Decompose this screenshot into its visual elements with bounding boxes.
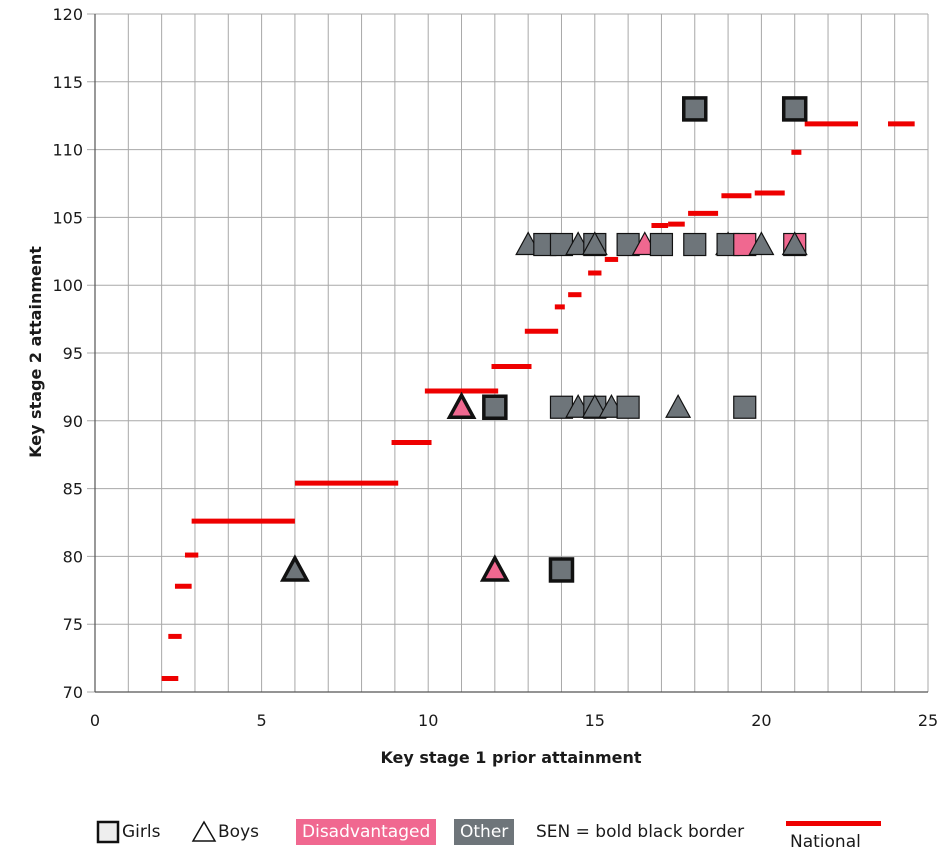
legend-boys: Boys xyxy=(190,812,259,852)
y-tick-label: 105 xyxy=(52,208,83,227)
square-point xyxy=(683,232,707,257)
legend-other: Other xyxy=(454,812,515,852)
square-point xyxy=(649,232,674,257)
triangle-point xyxy=(479,554,510,582)
national-series xyxy=(161,121,915,681)
data-points xyxy=(279,96,808,583)
x-tick-label: 5 xyxy=(257,711,267,730)
square-point xyxy=(781,96,808,122)
legend-boys-label: Boys xyxy=(218,822,259,842)
triangle-point xyxy=(581,393,608,418)
triangle-point xyxy=(446,391,477,419)
legend-sen: SEN = bold black border xyxy=(536,812,744,852)
square-icon xyxy=(96,820,120,844)
triangle-point xyxy=(279,554,310,582)
scatter-chart: 70 75 80 85 90 95 100 105 110 115 120 0 5 10 15 20 25 Ke… xyxy=(26,5,938,767)
y-tick-label: 75 xyxy=(63,615,83,634)
y-tick-label: 90 xyxy=(63,412,83,431)
national-line-icon xyxy=(786,821,881,826)
square-point xyxy=(682,96,708,122)
x-tick-label: 15 xyxy=(585,711,605,730)
y-tick-label: 120 xyxy=(52,5,83,24)
triangle-point xyxy=(781,231,808,256)
square-point xyxy=(482,394,508,420)
y-tick-label: 110 xyxy=(52,141,83,160)
legend-other-label: Other xyxy=(454,819,515,845)
x-tick-label: 25 xyxy=(918,711,938,730)
legend-disadvantaged-label: Disadvantaged xyxy=(296,819,437,845)
y-tick-label: 80 xyxy=(63,547,83,566)
square-point xyxy=(733,395,757,419)
legend: Girls Boys Disadvantaged Other SEN = bol… xyxy=(96,812,896,852)
x-tick-label: 20 xyxy=(751,711,771,730)
triangle-point xyxy=(665,393,692,418)
legend-disadvantaged: Disadvantaged xyxy=(296,812,437,852)
y-tick-label: 100 xyxy=(52,276,83,295)
legend-girls: Girls xyxy=(96,812,160,852)
triangle-point xyxy=(748,231,775,256)
square-point xyxy=(616,395,640,419)
triangle-icon xyxy=(191,820,217,842)
legend-girls-label: Girls xyxy=(122,822,161,842)
legend-sen-label: SEN = bold black border xyxy=(536,822,745,842)
x-tick-label: 0 xyxy=(90,711,100,730)
x-tick-label: 10 xyxy=(418,711,438,730)
tick-labels: 70 75 80 85 90 95 100 105 110 115 120 0 5 10 15 20 25 xyxy=(52,5,938,730)
y-tick-label: 95 xyxy=(63,344,83,363)
y-tick-label: 115 xyxy=(52,73,83,92)
y-tick-label: 85 xyxy=(63,480,83,499)
x-axis-title: Key stage 1 prior attainment xyxy=(380,748,641,767)
square-point xyxy=(548,557,575,583)
gridlines xyxy=(87,13,929,693)
legend-national-label: National xyxy=(790,832,861,852)
legend-national: National xyxy=(786,812,881,852)
y-axis-title: Key stage 2 attainment xyxy=(26,246,45,458)
triangle-point xyxy=(581,231,608,256)
y-tick-label: 70 xyxy=(63,683,83,702)
